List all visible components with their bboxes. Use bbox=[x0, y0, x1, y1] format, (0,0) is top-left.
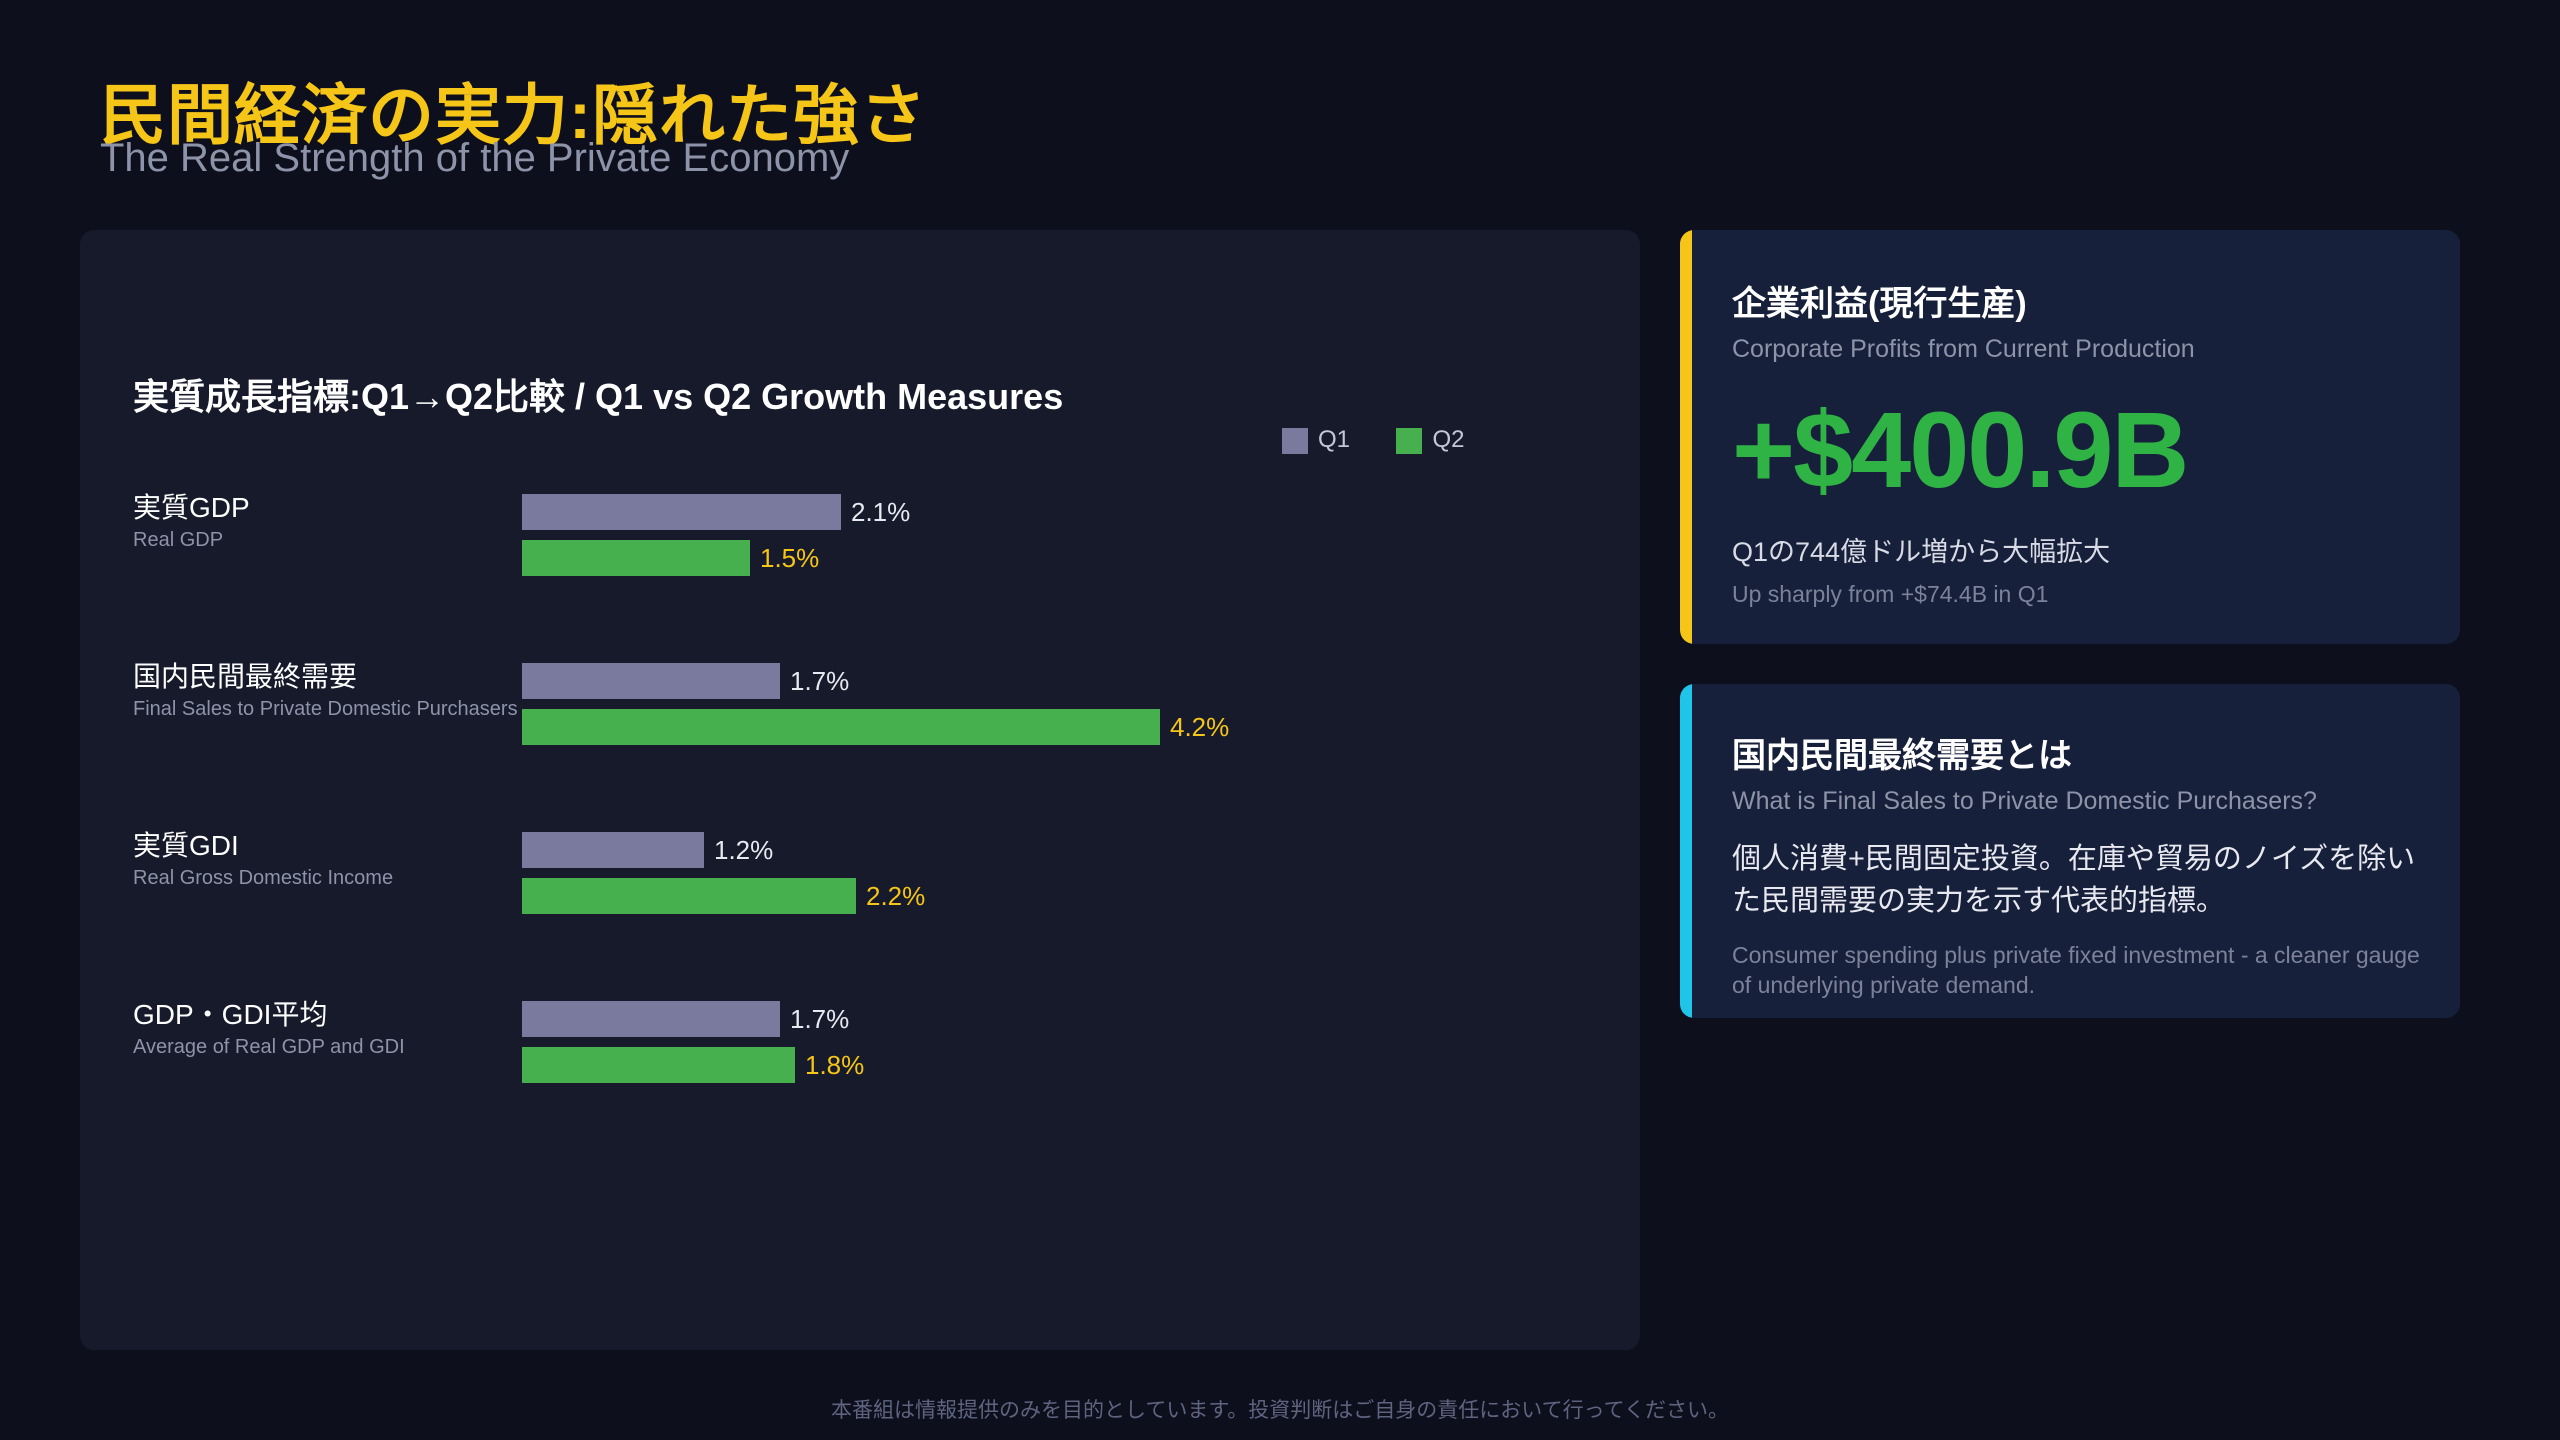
category-label-ja: 国内民間最終需要 bbox=[133, 661, 358, 692]
bar-value-label-q2: 1.5% bbox=[760, 543, 820, 573]
chart-title: 実質成長指標:Q1→Q2比較 / Q1 vs Q2 Growth Measure… bbox=[133, 376, 1064, 417]
category-label: 国内民間最終需要 Final Sales to Private Domestic … bbox=[133, 659, 518, 723]
legend-swatch-q2 bbox=[1396, 427, 1423, 454]
info-subtitle: What is Final Sales to Private Domestic … bbox=[1732, 787, 2317, 815]
bar-value-label-q2: 4.2% bbox=[1170, 712, 1230, 742]
info-body-en: Consumer spending plus private fixed inv… bbox=[1732, 942, 2420, 998]
profits-subtitle: Corporate Profits from Current Productio… bbox=[1732, 335, 2195, 363]
profits-title: 企業利益(現行生産) bbox=[1732, 285, 2027, 323]
category-label: GDP・GDI平均 Average of Real GDP and GDI bbox=[133, 997, 405, 1061]
category-label-en: Final Sales to Private Domestic Purchase… bbox=[133, 698, 518, 720]
category-label: 実質GDI Real Gross Domestic Income bbox=[133, 828, 393, 892]
legend-label-q1: Q1 bbox=[1318, 426, 1351, 453]
legend-swatch-q1 bbox=[1282, 427, 1308, 454]
category-label-ja: 実質GDI bbox=[133, 830, 239, 861]
profits-card: 企業利益(現行生産) Corporate Profits from Curren… bbox=[1680, 230, 2460, 644]
category-label-ja: 実質GDP bbox=[133, 492, 250, 523]
bar-value-label-q1: 1.7% bbox=[790, 666, 850, 696]
legend-item-q1: Q1 bbox=[1282, 426, 1350, 454]
bar-q1 bbox=[522, 663, 780, 699]
page-subtitle: The Real Strength of the Private Economy bbox=[100, 136, 850, 180]
info-card: 国内民間最終需要とは What is Final Sales to Privat… bbox=[1680, 684, 2460, 1018]
profits-value: +$400.9B bbox=[1732, 389, 2189, 510]
bar-q2 bbox=[522, 878, 856, 914]
bar-value-label-q1: 1.2% bbox=[714, 835, 774, 865]
profits-note-en: Up sharply from +$74.4B in Q1 bbox=[1732, 581, 2049, 607]
category-label-en: Real Gross Domestic Income bbox=[133, 867, 394, 889]
bar-q1 bbox=[522, 1001, 780, 1037]
bar-q2 bbox=[522, 540, 750, 576]
chart-panel bbox=[80, 230, 1640, 1350]
category-label: 実質GDP Real GDP bbox=[133, 490, 250, 554]
info-body-ja: 個人消費+民間固定投資。在庫や貿易のノイズを除いた民間需要の実力を示す代表的指標… bbox=[1732, 843, 2416, 917]
bar-q2 bbox=[522, 1047, 795, 1083]
bar-value-label-q2: 1.8% bbox=[805, 1050, 865, 1080]
bar-value-label-q2: 2.2% bbox=[866, 881, 926, 911]
bar-value-label-q1: 1.7% bbox=[790, 1004, 850, 1034]
bar-q1 bbox=[522, 832, 704, 868]
footer-disclaimer: 本番組は情報提供のみを目的としています。投資判断はご自身の責任において行ってくだ… bbox=[831, 1399, 1729, 1422]
info-card-accent bbox=[1680, 684, 1692, 1018]
category-label-en: Real GDP bbox=[133, 529, 224, 551]
category-label-ja: GDP・GDI平均 bbox=[133, 999, 328, 1030]
profits-card-accent bbox=[1680, 230, 1692, 644]
bar-value-label-q1: 2.1% bbox=[851, 497, 911, 527]
legend-item-q2: Q2 bbox=[1396, 426, 1464, 454]
profits-note-ja: Q1の744億ドル増から大幅拡大 bbox=[1732, 537, 2111, 567]
legend-label-q2: Q2 bbox=[1432, 426, 1465, 453]
info-title: 国内民間最終需要とは bbox=[1732, 737, 2072, 775]
chart-legend: Q1 Q2 bbox=[1282, 426, 1506, 454]
page-title: 民間経済の実力:隠れた強さ bbox=[100, 78, 927, 152]
category-label-en: Average of Real GDP and GDI bbox=[133, 1036, 405, 1058]
bar-q2 bbox=[522, 709, 1160, 745]
bar-q1 bbox=[522, 494, 841, 530]
